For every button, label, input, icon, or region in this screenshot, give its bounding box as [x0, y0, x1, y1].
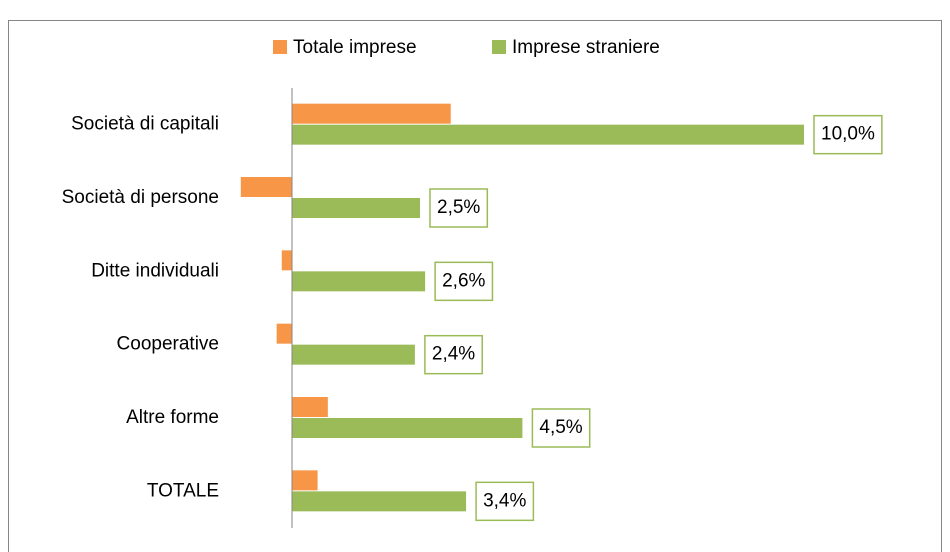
bar [240, 177, 292, 197]
legend-swatch [273, 40, 287, 54]
y-tick-label: TOTALE [147, 480, 219, 501]
bar [292, 271, 426, 292]
bar [292, 470, 318, 491]
data-label-box [475, 481, 535, 522]
data-label-box [424, 334, 483, 375]
legend-swatch [492, 40, 506, 54]
legend-label: Totale imprese [293, 37, 417, 58]
data-label-box [434, 261, 494, 302]
y-tick-label: Società di persone [62, 187, 219, 208]
data-label: 2,5% [437, 197, 480, 218]
data-label: 2,4% [432, 344, 475, 365]
data-label: 10,0% [821, 124, 875, 145]
legend-label: Imprese straniere [512, 37, 660, 58]
y-tick-label: Altre forme [126, 407, 219, 428]
bar [292, 124, 804, 145]
bar [292, 491, 467, 512]
data-label: 2,6% [442, 270, 485, 291]
y-tick-label: Cooperative [117, 334, 219, 355]
bar [292, 344, 415, 365]
data-label-box [429, 188, 489, 228]
bar [292, 418, 523, 438]
data-label-box [531, 408, 591, 448]
y-tick-label: Ditte individuali [91, 260, 219, 281]
data-label: 3,4% [483, 490, 526, 511]
bar [292, 397, 328, 417]
bar [276, 323, 292, 344]
data-label-box [813, 114, 883, 155]
bar [292, 198, 420, 218]
data-label: 4,5% [539, 417, 582, 438]
bar [292, 103, 451, 124]
bar [281, 250, 292, 271]
y-tick-label: Società di capitali [71, 114, 219, 135]
